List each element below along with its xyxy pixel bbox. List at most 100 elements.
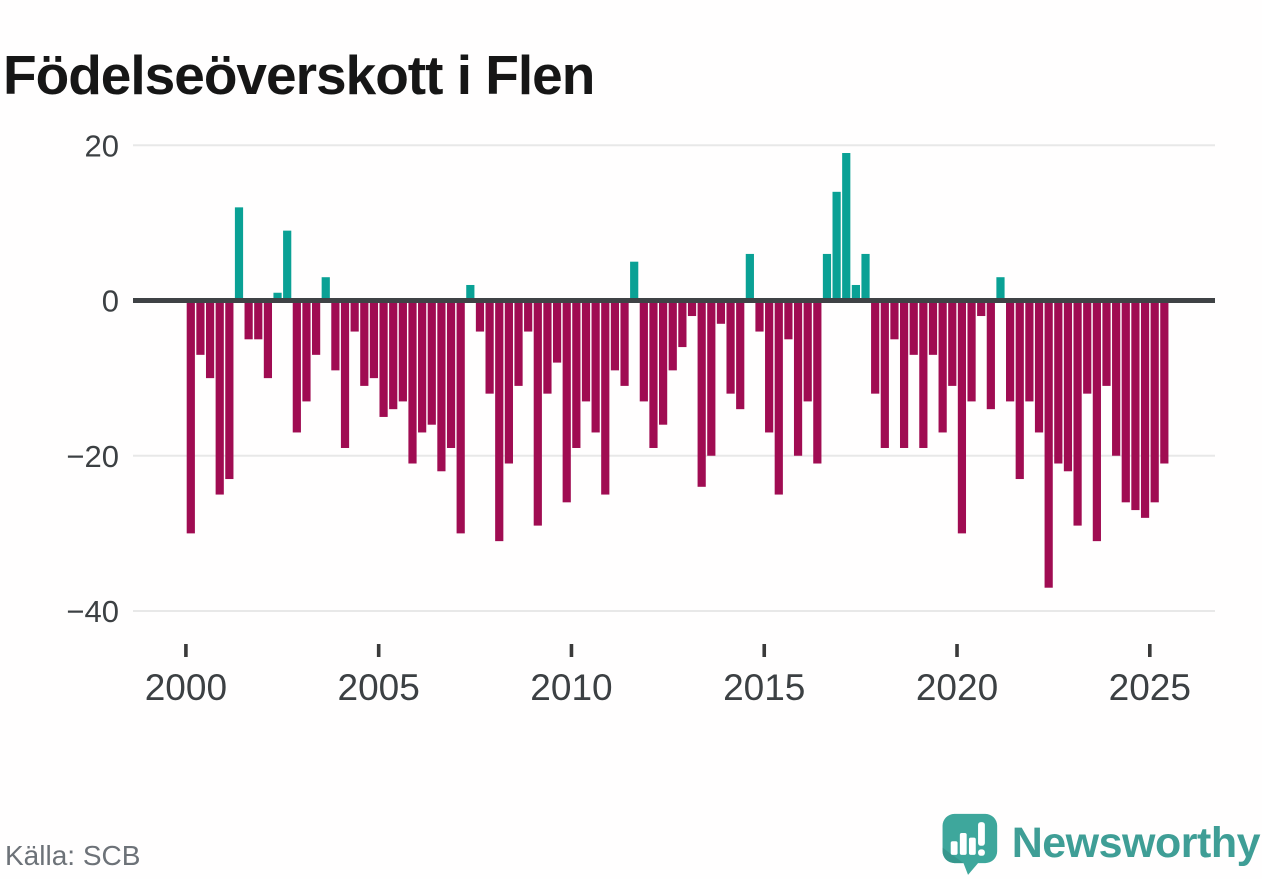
bar-2007-q1[interactable] bbox=[456, 303, 465, 534]
bar-2009-q3[interactable] bbox=[552, 303, 562, 363]
bar-2003-q2[interactable] bbox=[312, 303, 321, 355]
bar-2003-q4[interactable] bbox=[331, 303, 340, 371]
bar-2007-q2[interactable] bbox=[466, 284, 475, 299]
bar-2017-q1[interactable] bbox=[842, 153, 851, 298]
bar-2022-q3[interactable] bbox=[1054, 303, 1063, 464]
bar-2017-q4[interactable] bbox=[871, 303, 880, 394]
bar-2009-q2[interactable] bbox=[543, 303, 552, 394]
bar-2004-q4[interactable] bbox=[369, 303, 379, 379]
bar-2011-q3[interactable] bbox=[630, 261, 639, 298]
bar-2021-q1[interactable] bbox=[996, 277, 1005, 298]
bar-2024-q3[interactable] bbox=[1131, 303, 1140, 511]
bar-2018-q3[interactable] bbox=[899, 303, 909, 448]
bar-2011-q1[interactable] bbox=[610, 303, 620, 371]
bar-2023-q3[interactable] bbox=[1092, 303, 1101, 542]
bar-2005-q4[interactable] bbox=[408, 303, 417, 464]
bar-2000-q2[interactable] bbox=[196, 303, 205, 355]
bar-2015-q1[interactable] bbox=[765, 303, 774, 433]
bar-2007-q4[interactable] bbox=[485, 303, 494, 394]
bar-2024-q1[interactable] bbox=[1112, 303, 1121, 456]
bar-2002-q1[interactable] bbox=[263, 303, 273, 379]
bar-2019-q4[interactable] bbox=[948, 303, 957, 386]
bar-2016-q3[interactable] bbox=[822, 253, 832, 299]
bar-2018-q2[interactable] bbox=[890, 303, 899, 340]
bar-2021-q2[interactable] bbox=[1006, 303, 1015, 402]
bar-2023-q1[interactable] bbox=[1073, 303, 1082, 526]
bar-2003-q1[interactable] bbox=[302, 303, 311, 402]
bar-2015-q2[interactable] bbox=[774, 303, 783, 495]
bar-2005-q3[interactable] bbox=[398, 303, 407, 402]
bar-2016-q1[interactable] bbox=[803, 303, 812, 402]
bar-2014-q4[interactable] bbox=[755, 303, 764, 332]
bar-2022-q1[interactable] bbox=[1034, 303, 1044, 433]
bar-2005-q1[interactable] bbox=[379, 303, 388, 417]
bar-2000-q4[interactable] bbox=[215, 303, 224, 495]
bar-2008-q3[interactable] bbox=[514, 303, 523, 386]
bar-2011-q4[interactable] bbox=[639, 303, 648, 402]
bar-2001-q4[interactable] bbox=[254, 303, 263, 340]
bar-2000-q1[interactable] bbox=[186, 303, 195, 534]
bar-2002-q2[interactable] bbox=[273, 292, 282, 298]
bar-2020-q2[interactable] bbox=[967, 303, 976, 402]
bar-2008-q2[interactable] bbox=[504, 303, 513, 464]
bar-2014-q1[interactable] bbox=[726, 303, 735, 394]
bar-2013-q4[interactable] bbox=[716, 303, 726, 324]
bar-2017-q3[interactable] bbox=[861, 253, 870, 299]
bar-2012-q2[interactable] bbox=[659, 303, 668, 425]
bar-2014-q3[interactable] bbox=[745, 253, 754, 299]
bar-2019-q2[interactable] bbox=[928, 303, 938, 355]
bar-2010-q3[interactable] bbox=[591, 303, 600, 433]
bar-2021-q3[interactable] bbox=[1015, 303, 1024, 480]
bar-2021-q4[interactable] bbox=[1025, 303, 1034, 402]
bar-2001-q2[interactable] bbox=[234, 207, 244, 298]
bar-2025-q1[interactable] bbox=[1150, 303, 1159, 503]
bar-2015-q3[interactable] bbox=[784, 303, 793, 340]
bar-2009-q4[interactable] bbox=[562, 303, 571, 503]
bar-2001-q1[interactable] bbox=[225, 303, 234, 480]
bar-2016-q4[interactable] bbox=[832, 191, 841, 298]
bar-2012-q1[interactable] bbox=[649, 303, 658, 448]
bar-2022-q4[interactable] bbox=[1063, 303, 1073, 472]
bar-2012-q3[interactable] bbox=[668, 303, 677, 371]
bar-2013-q3[interactable] bbox=[707, 303, 716, 456]
bar-2020-q1[interactable] bbox=[957, 303, 967, 534]
bar-2010-q1[interactable] bbox=[572, 303, 581, 448]
bar-2020-q4[interactable] bbox=[986, 303, 995, 410]
bar-2013-q1[interactable] bbox=[687, 303, 697, 317]
bar-2019-q1[interactable] bbox=[919, 303, 928, 448]
bar-2006-q2[interactable] bbox=[427, 303, 436, 425]
newsworthy-logo[interactable]: Newsworthy bbox=[938, 808, 1261, 879]
bar-2004-q1[interactable] bbox=[340, 303, 350, 448]
bar-2023-q2[interactable] bbox=[1083, 303, 1092, 394]
bar-2018-q4[interactable] bbox=[909, 303, 918, 355]
bar-2008-q1[interactable] bbox=[495, 303, 504, 542]
bar-2010-q4[interactable] bbox=[601, 303, 610, 495]
bar-2015-q4[interactable] bbox=[793, 303, 803, 456]
bar-2017-q2[interactable] bbox=[851, 284, 860, 299]
bar-2020-q3[interactable] bbox=[977, 303, 986, 317]
bar-2014-q2[interactable] bbox=[736, 303, 745, 410]
bar-2005-q2[interactable] bbox=[389, 303, 398, 410]
bar-2019-q3[interactable] bbox=[938, 303, 947, 433]
bar-2009-q1[interactable] bbox=[533, 303, 542, 526]
bar-2004-q2[interactable] bbox=[350, 303, 359, 332]
bar-2025-q2[interactable] bbox=[1160, 303, 1169, 464]
bar-2000-q3[interactable] bbox=[205, 303, 215, 379]
bar-2006-q4[interactable] bbox=[446, 303, 456, 448]
bar-2024-q2[interactable] bbox=[1121, 303, 1130, 503]
bar-2016-q2[interactable] bbox=[813, 303, 822, 464]
bar-2006-q3[interactable] bbox=[437, 303, 446, 472]
bar-2006-q1[interactable] bbox=[418, 303, 427, 433]
bar-2022-q2[interactable] bbox=[1044, 303, 1053, 588]
bar-2013-q2[interactable] bbox=[697, 303, 706, 487]
bar-2018-q1[interactable] bbox=[880, 303, 889, 448]
bar-2002-q4[interactable] bbox=[292, 303, 301, 433]
bar-2012-q4[interactable] bbox=[678, 303, 687, 348]
bar-2010-q2[interactable] bbox=[581, 303, 591, 402]
bar-2011-q2[interactable] bbox=[620, 303, 629, 386]
bar-2003-q3[interactable] bbox=[321, 277, 330, 298]
bar-2004-q3[interactable] bbox=[360, 303, 369, 386]
bar-2001-q3[interactable] bbox=[244, 303, 253, 340]
bar-2024-q4[interactable] bbox=[1140, 303, 1150, 518]
bar-2023-q4[interactable] bbox=[1102, 303, 1111, 386]
